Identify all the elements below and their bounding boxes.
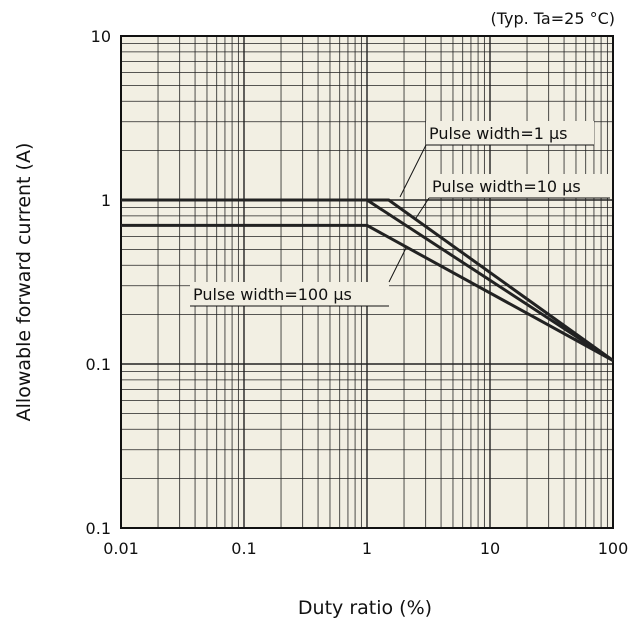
x-tick-label: 0.01 bbox=[103, 539, 139, 558]
series-annotations: Pulse width=1 μs Pulse width=10 μs Pulse w… bbox=[190, 121, 610, 307]
series-lines bbox=[121, 198, 614, 362]
annotation-box bbox=[190, 282, 389, 306]
annotation-leader bbox=[388, 247, 407, 283]
x-axis-title: Duty ratio (%) bbox=[298, 597, 432, 619]
condition-note: (Typ. Ta=25 °C) bbox=[490, 9, 615, 28]
series-label: Pulse width=1 μs bbox=[429, 124, 568, 143]
y-tick-label: 1 bbox=[101, 191, 111, 210]
series-line-2 bbox=[121, 198, 614, 362]
annotation-box bbox=[426, 121, 594, 145]
series-label: Pulse width=100 μs bbox=[193, 285, 352, 304]
x-tick-label: 0.1 bbox=[231, 539, 256, 558]
y-tick-label: 10 bbox=[91, 27, 111, 46]
series-label: Pulse width=10 μs bbox=[432, 177, 581, 196]
x-tick-label: 1 bbox=[362, 539, 372, 558]
series-line-3 bbox=[121, 223, 614, 362]
annotation-box bbox=[429, 174, 610, 198]
x-tick-label: 10 bbox=[480, 539, 500, 558]
annotation-leader bbox=[415, 197, 430, 219]
y-axis-title: Allowable forward current (A) bbox=[13, 143, 35, 422]
annotation-leader bbox=[399, 144, 427, 198]
y-tick-label: 0.1 bbox=[86, 355, 111, 374]
x-tick-label: 100 bbox=[598, 539, 629, 558]
y-tick-label: 0.1 bbox=[86, 519, 111, 538]
plot-frame bbox=[120, 35, 614, 529]
